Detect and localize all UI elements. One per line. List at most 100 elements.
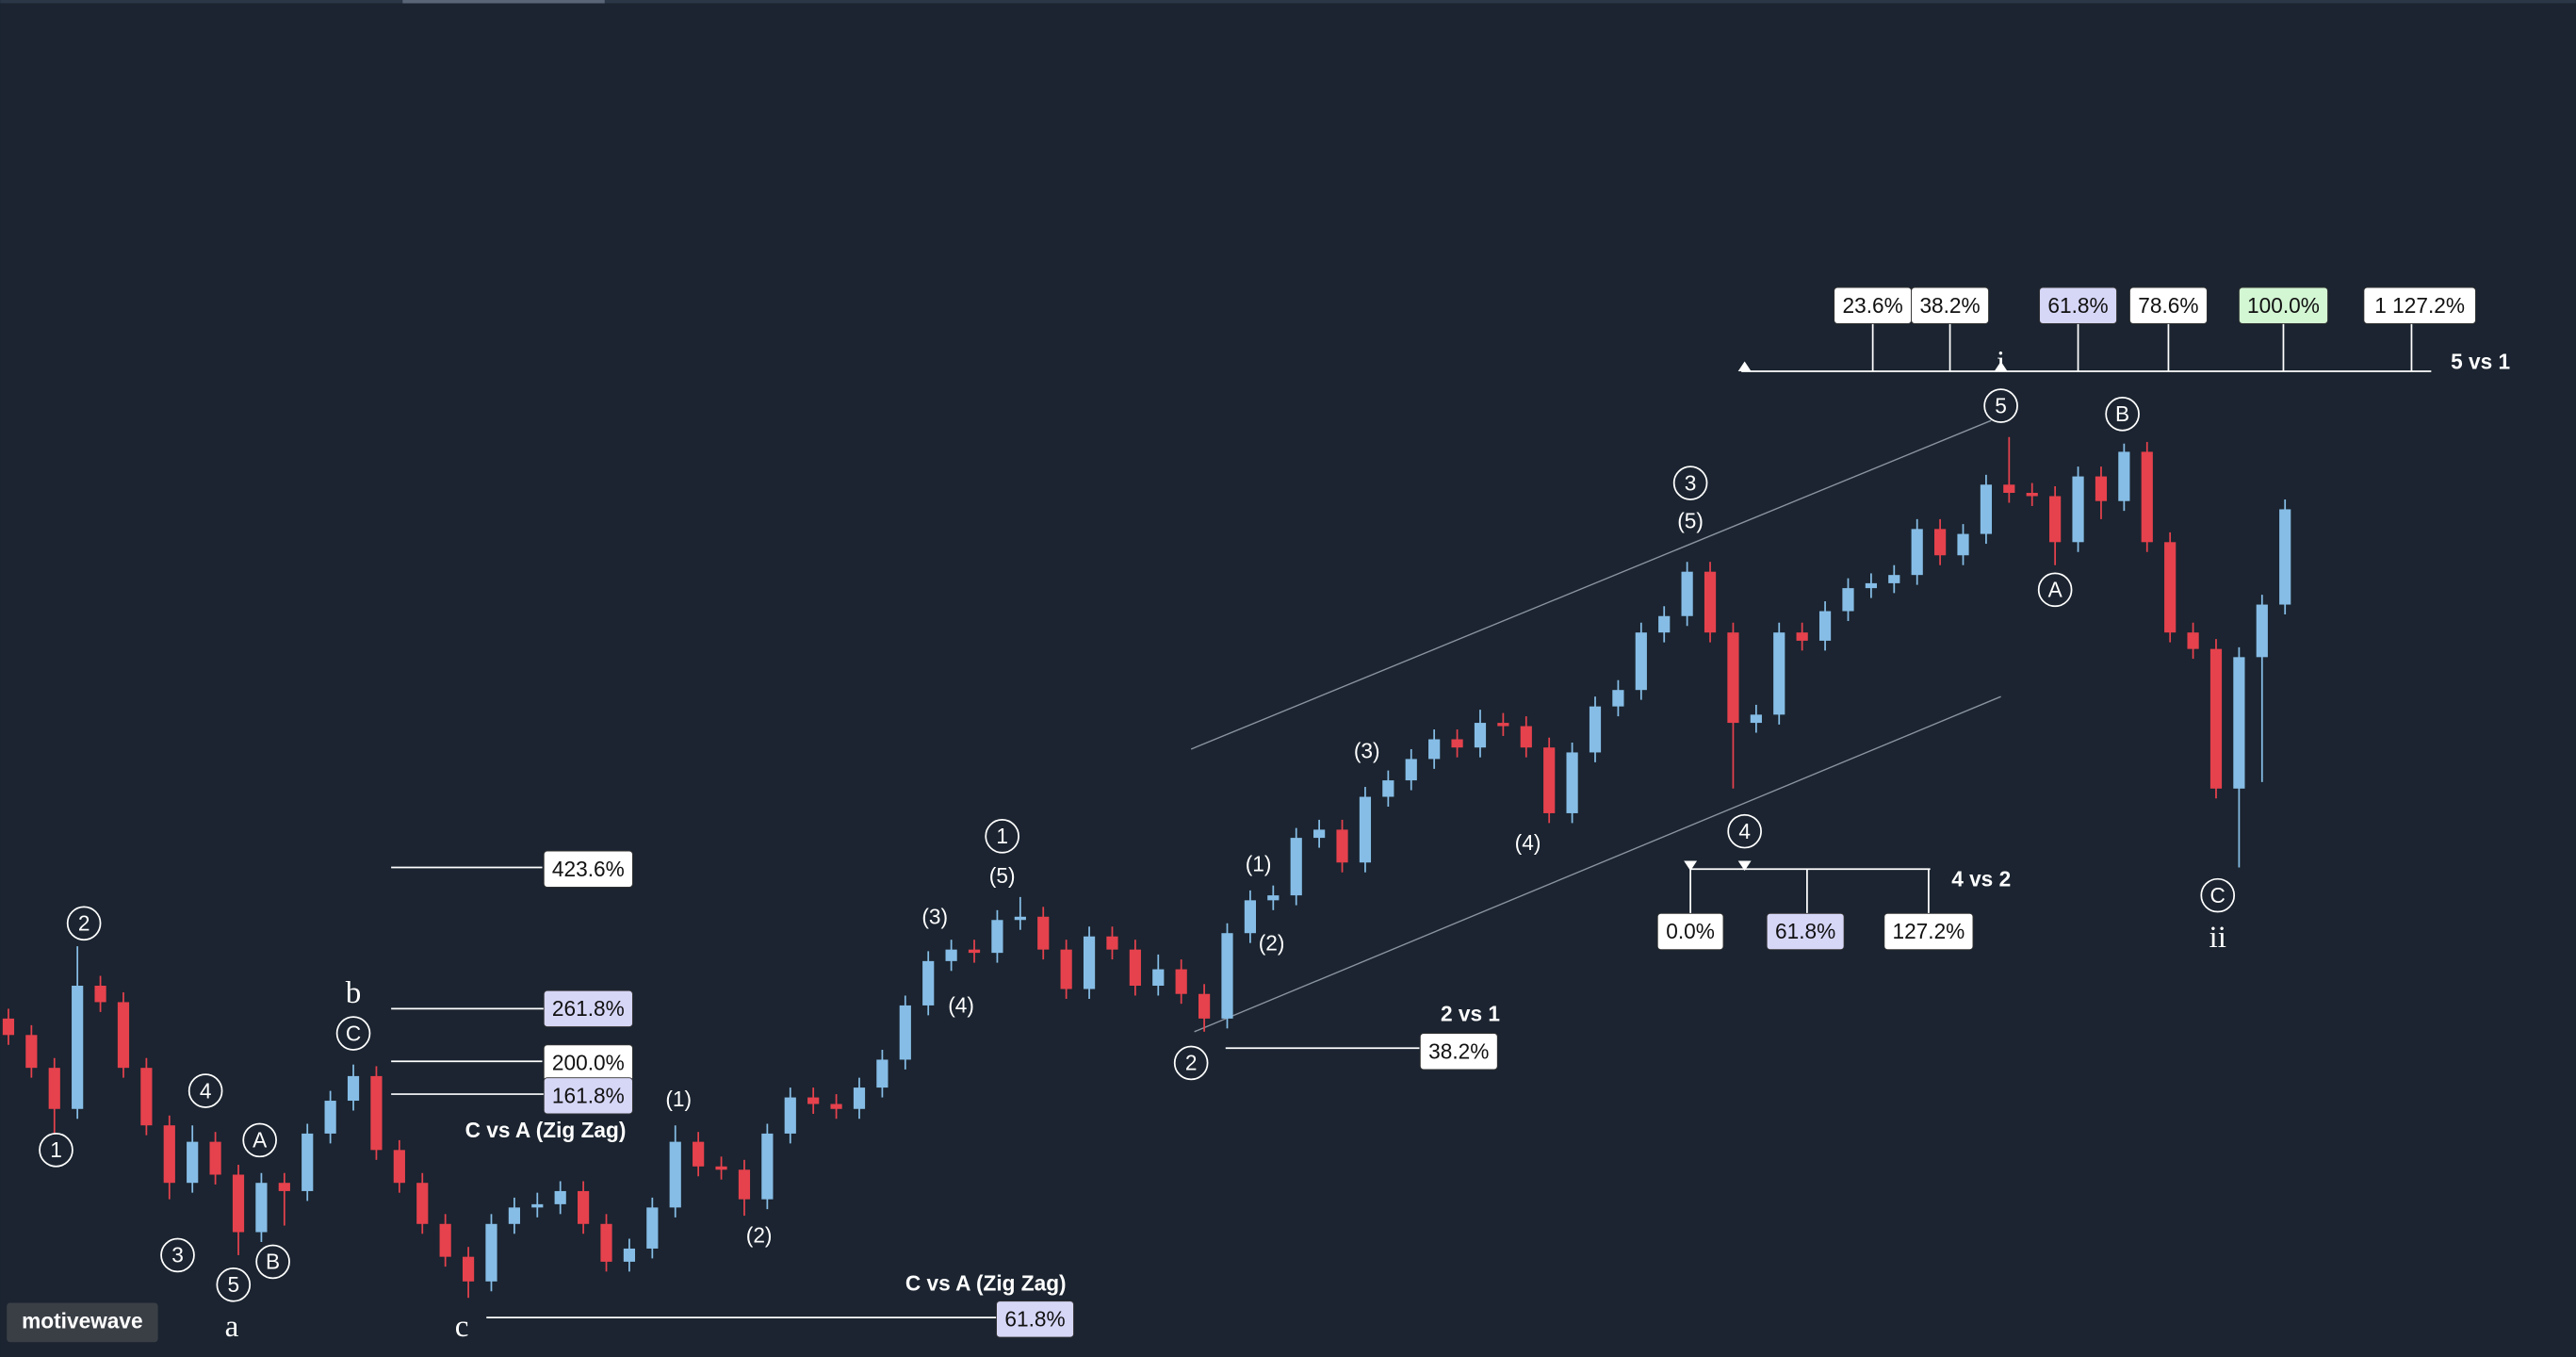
candle-body <box>1957 533 1969 556</box>
candle-body <box>416 1183 429 1224</box>
candle-body <box>1152 969 1165 987</box>
fib-label-box <box>543 850 633 888</box>
candle-body <box>462 1256 475 1282</box>
wave-circle <box>39 1133 73 1168</box>
fib-level-label: 100.0% <box>2247 293 2320 318</box>
fib-label-box <box>2363 286 2476 324</box>
candle-body <box>2118 451 2130 501</box>
wave-label: B <box>266 1250 280 1274</box>
fib-level-label: 261.8% <box>552 996 625 1021</box>
fib-label-box <box>996 1300 1074 1338</box>
wave-circle <box>2200 877 2236 913</box>
candle-body <box>1474 723 1487 748</box>
candle-body <box>623 1248 636 1262</box>
candle-body <box>991 920 1003 954</box>
wave-circle <box>1173 1045 1209 1081</box>
watermark: motivewave <box>22 1308 142 1332</box>
wave-label: B <box>2115 401 2129 426</box>
wave-label: 5 <box>1995 393 2007 417</box>
fib-title: C vs A (Zig Zag) <box>905 1270 1067 1295</box>
wave-label: C <box>2210 883 2225 907</box>
candle-body <box>2164 542 2177 633</box>
fib-label-box <box>2129 286 2208 324</box>
candle-body <box>1704 571 1717 633</box>
wave-circle <box>1983 388 2018 423</box>
wave-label: A <box>253 1128 268 1153</box>
candle-body <box>1589 706 1602 753</box>
candle-body <box>1405 759 1417 781</box>
candle-body <box>1428 739 1441 760</box>
candle-body <box>255 1183 268 1233</box>
wave-label: (1) <box>665 1087 692 1111</box>
fib-title: 5 vs 1 <box>2451 349 2510 373</box>
candle-body <box>1888 575 1900 583</box>
channel-line <box>1194 695 2001 1033</box>
candle-body <box>72 986 84 1109</box>
wave-label: (4) <box>1515 830 1541 855</box>
candles <box>2 436 2291 1299</box>
candle-body <box>899 1005 911 1060</box>
wave-circle <box>255 1244 290 1280</box>
fib-title: C vs A (Zig Zag) <box>465 1118 627 1142</box>
fib-anchor <box>1994 361 2008 371</box>
candle-body <box>163 1125 175 1184</box>
wave-circle <box>2105 397 2140 432</box>
candle-body <box>1865 582 1877 589</box>
candle-body <box>1658 615 1671 633</box>
wave-label: 1 <box>996 824 1008 848</box>
candle-body <box>1313 829 1326 839</box>
wave-label: (2) <box>1259 930 1285 955</box>
candle-body <box>2 1018 15 1036</box>
candle-body <box>187 1141 199 1184</box>
candle-body <box>1818 611 1832 641</box>
top-bar <box>0 0 2576 4</box>
candle-body <box>554 1190 566 1204</box>
candle-body <box>968 949 981 954</box>
candle-body <box>1359 796 1372 863</box>
fib-label-box <box>543 989 633 1028</box>
candle-body <box>232 1174 245 1233</box>
candle-body <box>922 960 935 1005</box>
candle-body <box>1267 895 1280 901</box>
candle-body <box>324 1101 336 1134</box>
scroll-thumb[interactable] <box>402 0 605 4</box>
fib-label-box <box>543 1077 633 1115</box>
candle-body <box>2256 604 2268 658</box>
fib-level-label: 200.0% <box>552 1051 625 1075</box>
wave-label: c <box>455 1309 469 1344</box>
candle-body <box>2141 451 2153 543</box>
candle-body <box>1911 529 1923 576</box>
candle-body <box>830 1104 842 1109</box>
candle-body <box>1934 529 1947 556</box>
fib-anchor <box>1737 860 1752 871</box>
candle-body <box>1635 632 1647 691</box>
fib-title: 4 vs 2 <box>1951 866 2011 891</box>
candle-body <box>1221 933 1233 1019</box>
wave-label: 2 <box>78 910 90 935</box>
channel-line <box>1190 419 1992 750</box>
candle-body <box>2003 484 2015 494</box>
fib-level-label: 61.8% <box>2047 293 2108 318</box>
fib-label-box <box>2039 286 2117 324</box>
candle-body <box>1681 571 1693 616</box>
wave-label: A <box>2048 578 2063 602</box>
fib-label-box <box>1419 1033 1498 1071</box>
fib-level-label: 61.8% <box>1004 1307 1065 1332</box>
wave-circle <box>1727 813 1762 849</box>
wave-circle <box>242 1122 277 1158</box>
wave-circle <box>160 1237 195 1273</box>
watermark-box <box>7 1302 158 1343</box>
candle-body <box>807 1097 820 1104</box>
candle-body <box>1336 829 1348 863</box>
candle-body <box>693 1141 705 1167</box>
candle-body <box>393 1150 405 1184</box>
wave-circle <box>216 1267 252 1302</box>
wave-label: ii <box>2209 920 2226 955</box>
candle-body <box>117 1002 130 1069</box>
candle-body <box>1290 838 1302 896</box>
candle-body <box>1497 723 1509 727</box>
candle-body <box>945 949 957 961</box>
